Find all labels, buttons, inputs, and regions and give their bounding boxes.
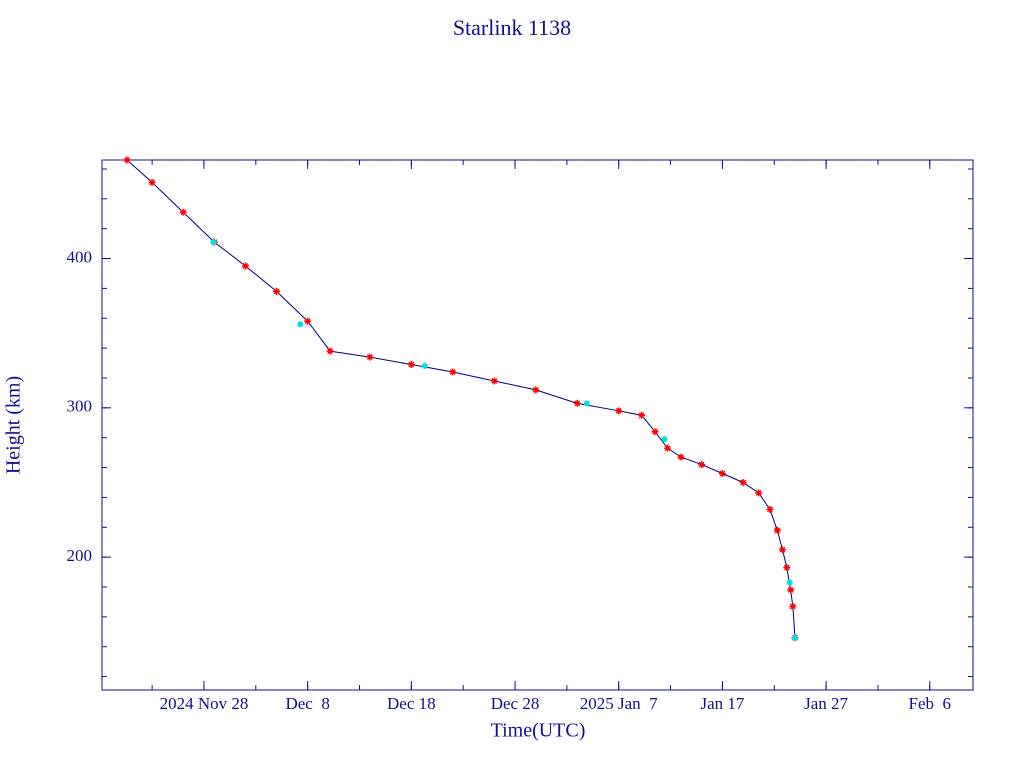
x-tick-label: Feb 6 [909, 694, 952, 713]
data-point [615, 407, 623, 415]
data-point [638, 411, 646, 419]
data-point [787, 586, 795, 594]
data-point [449, 368, 457, 376]
data-point [123, 156, 131, 164]
y-tick-label: 400 [67, 247, 93, 266]
plot-frame [101, 159, 974, 691]
data-point [179, 208, 187, 216]
data-point [651, 428, 659, 436]
data-point [148, 178, 156, 186]
data-point [661, 436, 668, 443]
data-point [532, 386, 540, 394]
data-point [791, 634, 798, 641]
data-point [786, 579, 793, 586]
data-point [366, 353, 374, 361]
data-point [698, 461, 706, 469]
y-tick-label: 300 [67, 397, 93, 416]
data-point [664, 444, 672, 452]
x-tick-label: 2024 Nov 28 [160, 694, 249, 713]
data-point [490, 377, 498, 385]
x-tick-label: Dec 18 [387, 694, 436, 713]
data-point [297, 321, 304, 328]
data-point [766, 505, 774, 513]
chart-title: Starlink 1138 [453, 15, 571, 40]
data-point [783, 564, 791, 572]
series-line [126, 159, 796, 638]
data-point [407, 361, 415, 369]
x-tick-label: Dec 8 [285, 694, 329, 713]
y-axis-label: Height (km) [3, 376, 25, 474]
data-point [789, 602, 797, 610]
data-point [304, 317, 312, 325]
data-point [677, 453, 685, 461]
data-point [755, 489, 763, 497]
data-point [573, 399, 581, 407]
data-point [773, 526, 781, 534]
data-point [273, 287, 281, 295]
x-tick-label: Jan 17 [700, 694, 744, 713]
data-point [739, 478, 747, 486]
x-tick-label: 2025 Jan 7 [580, 694, 658, 713]
data-point [718, 470, 726, 478]
data-point [210, 239, 217, 246]
x-tick-label: Dec 28 [491, 694, 540, 713]
data-point [583, 400, 590, 407]
data-point [326, 347, 334, 355]
y-tick-label: 200 [67, 546, 93, 565]
x-tick-label: Jan 27 [804, 694, 848, 713]
x-axis-label: Time(UTC) [491, 720, 586, 742]
data-point [421, 363, 428, 370]
data-point [778, 546, 786, 554]
data-point [241, 262, 249, 270]
